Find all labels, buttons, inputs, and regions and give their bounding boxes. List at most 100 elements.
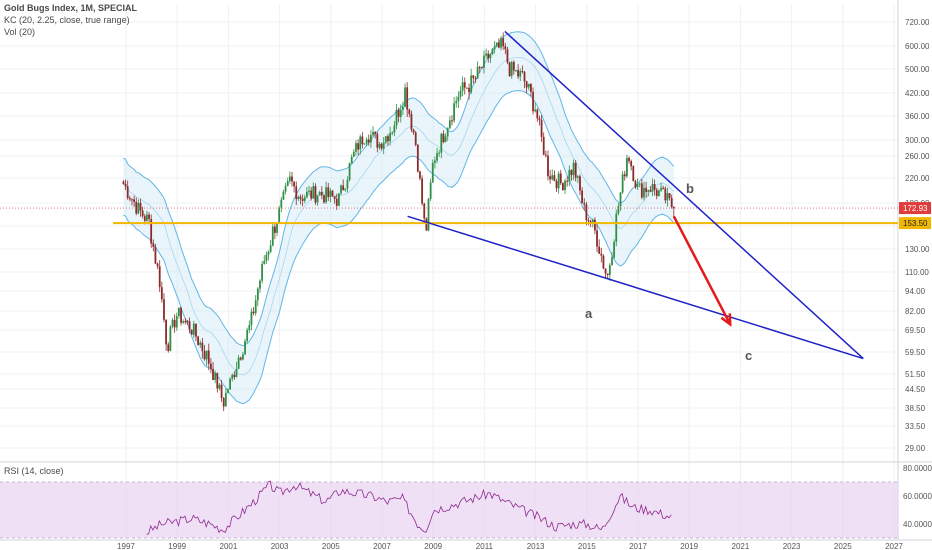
candle-body	[237, 357, 240, 369]
candle-body	[576, 176, 579, 178]
projection-arrowhead	[720, 313, 732, 327]
candle-body	[404, 87, 406, 107]
candle-body	[463, 82, 466, 88]
candle-body	[378, 143, 381, 148]
candle-body	[197, 336, 200, 345]
wave-label-a: a	[585, 306, 593, 321]
candle-body	[414, 132, 417, 145]
candle-body	[532, 91, 534, 112]
last-price-tag: 172.93	[903, 204, 928, 213]
candle-body	[655, 189, 658, 197]
candle-body	[220, 384, 223, 398]
candle-body	[265, 254, 268, 261]
candle-body	[323, 195, 325, 203]
candle-body	[203, 351, 206, 360]
candle-body	[508, 62, 511, 77]
candle-body	[448, 120, 451, 129]
candle-body	[608, 265, 611, 276]
candle-body	[555, 181, 558, 189]
candle-body	[355, 143, 357, 152]
wave-label-b: b	[686, 181, 694, 196]
rsi-legend: RSI (14, close)	[4, 466, 64, 476]
candle-body	[457, 96, 460, 102]
candle-body	[542, 136, 545, 155]
candle-body	[222, 397, 225, 407]
candle-body	[521, 71, 524, 73]
candle-body	[256, 288, 259, 301]
year-tick-label: 1997	[117, 542, 135, 550]
candle-body	[224, 392, 227, 407]
candle-body	[348, 163, 351, 180]
candle-body	[557, 173, 560, 189]
candle-body	[664, 188, 667, 201]
candle-body	[466, 87, 468, 89]
year-tick-label: 1999	[168, 542, 186, 550]
candle-body	[606, 273, 609, 276]
candle-body	[263, 260, 266, 264]
candle-body	[363, 143, 366, 145]
candle-body	[436, 153, 438, 161]
candle-body	[480, 67, 483, 69]
candle-body	[446, 128, 449, 137]
price-tick-label: 360.00	[905, 112, 930, 121]
price-tick-label: 94.00	[905, 287, 926, 296]
candle-body	[525, 81, 528, 88]
candle-body	[184, 321, 187, 323]
candle-body	[647, 190, 650, 192]
candle-body	[173, 319, 176, 328]
price-tick-label: 600.00	[905, 42, 930, 51]
candle-body	[271, 226, 274, 246]
candle-body	[340, 185, 342, 194]
candle-body	[544, 154, 547, 156]
candle-body	[427, 198, 430, 231]
candle-body	[216, 372, 219, 389]
candle-body	[425, 218, 428, 231]
candle-body	[455, 101, 458, 104]
candle-body	[252, 311, 255, 314]
candle-body	[133, 199, 136, 202]
candle-body	[233, 374, 236, 377]
candle-body	[613, 241, 616, 258]
candle-body	[670, 197, 673, 208]
candle-body	[210, 363, 212, 369]
candle-body	[510, 61, 513, 77]
candle-body	[574, 162, 577, 178]
candle-body	[594, 219, 596, 231]
candle-body	[246, 329, 249, 341]
candle-body	[135, 201, 138, 214]
candle-body	[282, 191, 285, 200]
candle-body	[122, 181, 125, 184]
candle-body	[131, 199, 133, 201]
price-tick-label: 51.50	[905, 370, 926, 379]
year-tick-label: 2015	[578, 542, 596, 550]
candle-body	[212, 368, 214, 381]
candle-body	[242, 354, 244, 360]
price-tick-label: 130.00	[905, 245, 930, 254]
candle-body	[410, 113, 413, 130]
candle-body	[327, 187, 330, 198]
candle-body	[440, 133, 443, 153]
candle-body	[186, 321, 189, 323]
year-tick-label: 2023	[783, 542, 801, 550]
candle-body	[295, 186, 298, 200]
candle-body	[399, 109, 402, 117]
candle-body	[523, 71, 526, 82]
candle-body	[154, 246, 157, 264]
candle-body	[361, 136, 364, 145]
price-tick-label: 260.00	[905, 152, 930, 161]
candle-body	[303, 197, 306, 201]
candle-body	[367, 139, 370, 143]
candle-body	[621, 174, 624, 193]
price-tick-label: 59.50	[905, 348, 926, 357]
candle-body	[150, 219, 153, 244]
price-tick-label: 420.00	[905, 89, 930, 98]
year-tick-label: 2027	[885, 542, 903, 550]
candle-body	[564, 180, 566, 190]
price-tick-label: 220.00	[905, 174, 930, 183]
candle-body	[628, 157, 630, 162]
candle-body	[160, 287, 163, 300]
candle-body	[502, 38, 505, 47]
candle-body	[310, 190, 313, 199]
